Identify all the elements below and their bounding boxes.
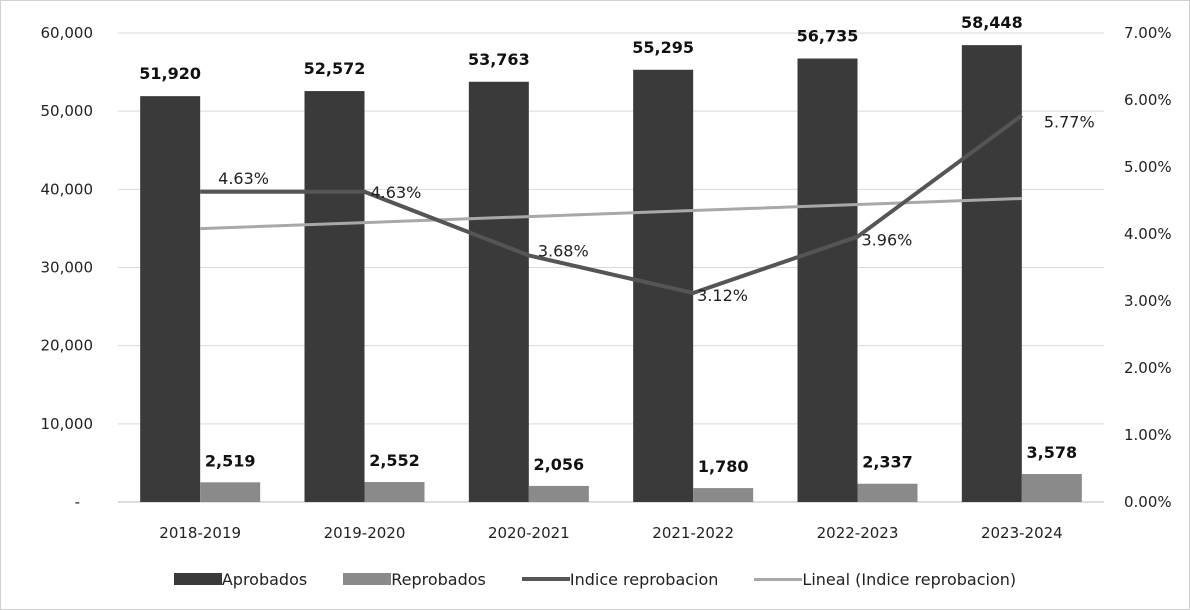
x-tick-label: 2019-2020: [324, 524, 406, 542]
legend-indice-swatch: [521, 577, 570, 581]
label-indice: 3.12%: [697, 286, 748, 305]
y-right-tick-label: 5.00%: [1124, 158, 1172, 176]
bars: [140, 45, 1082, 503]
legend-reprobados: Reprobados: [343, 570, 486, 589]
y-left-tick-label: 10,000: [41, 415, 94, 433]
bar-aprobados: [304, 91, 365, 503]
label-reprobados: 2,337: [862, 453, 913, 472]
y-left-tick-label: 50,000: [41, 102, 94, 120]
y-left-tick-label: 30,000: [41, 259, 94, 277]
y-left-tick-label: 20,000: [41, 337, 94, 355]
label-reprobados: 3,578: [1027, 443, 1078, 462]
legend-indice: Indice reprobacion: [521, 569, 719, 589]
legend-reprobados-label: Reprobados: [391, 569, 486, 589]
chart-svg: - 10,000 20,000 30,000 40,000 50,000 60,000 0.…: [41, 13, 1172, 542]
label-indice: 4.63%: [371, 183, 422, 202]
label-aprobados: 58,448: [961, 13, 1023, 32]
data-labels: 51,920 2,519 52,572 2,552 53,763 2,056 55,295 1…: [139, 13, 1094, 476]
label-reprobados: 2,519: [205, 451, 256, 470]
y-right-tick-label: 3.00%: [1124, 292, 1172, 310]
y-right-tick-label: 2.00%: [1124, 359, 1172, 377]
gridlines: [118, 32, 1104, 503]
x-axis: 2018-2019 2019-2020 2020-2021 2021-2022 2022…: [159, 524, 1062, 542]
bar-aprobados: [140, 96, 201, 503]
label-indice: 3.96%: [862, 231, 913, 250]
legend-lineal-swatch: [754, 577, 803, 581]
legend: Aprobados Reprobados Indice reprobacion …: [0, 566, 1190, 592]
bar-reprobados: [1021, 474, 1082, 502]
legend-lineal: Lineal (Indice reprobacion): [754, 570, 1016, 589]
x-tick-label: 2022-2023: [817, 524, 899, 542]
legend-aprobados-swatch: [173, 573, 222, 585]
label-reprobados: 2,056: [534, 455, 585, 474]
y-right-tick-label: 7.00%: [1124, 24, 1172, 42]
label-reprobados: 1,780: [698, 457, 749, 476]
bar-reprobados: [857, 483, 918, 502]
line-indice-reprobacion: [200, 113, 1024, 295]
label-aprobados: 56,735: [797, 27, 859, 46]
bar-aprobados: [468, 81, 529, 502]
legend-indice-label: Indice reprobacion: [569, 569, 719, 589]
bar-reprobados: [200, 482, 261, 502]
label-aprobados: 51,920: [139, 64, 201, 83]
left-axis: - 10,000 20,000 30,000 40,000 50,000 60,000: [41, 24, 94, 511]
label-aprobados: 55,295: [632, 38, 694, 57]
y-left-tick-label: 40,000: [41, 180, 94, 198]
legend-aprobados: Aprobados: [173, 569, 308, 589]
label-indice: 5.77%: [1044, 112, 1095, 131]
bar-reprobados: [364, 482, 425, 502]
x-tick-label: 2023-2024: [981, 524, 1063, 542]
legend-reprobados-swatch: [343, 573, 392, 585]
y-right-tick-label: 4.00%: [1124, 225, 1172, 243]
bar-reprobados: [693, 488, 754, 502]
legend-aprobados-label: Aprobados: [221, 569, 308, 589]
y-left-tick-label: 60,000: [41, 24, 94, 42]
right-axis: 0.00% 1.00% 2.00% 3.00% 4.00% 5.00% 6.00% 7.00%: [1124, 24, 1172, 511]
label-aprobados: 53,763: [468, 50, 530, 69]
x-tick-label: 2020-2021: [488, 524, 570, 542]
label-aprobados: 52,572: [304, 59, 366, 78]
label-reprobados: 2,552: [369, 451, 420, 470]
legend-lineal-label: Lineal (Indice reprobacion): [802, 569, 1017, 589]
bar-aprobados: [797, 58, 858, 502]
label-indice: 3.68%: [538, 241, 589, 260]
line-lineal-indice: [200, 196, 1022, 231]
bar-aprobados: [961, 45, 1022, 502]
bar-reprobados: [528, 485, 589, 502]
x-tick-label: 2021-2022: [652, 524, 734, 542]
x-tick-label: 2018-2019: [159, 524, 241, 542]
lines: [200, 113, 1024, 295]
label-indice: 4.63%: [218, 169, 269, 188]
y-left-tick-label: -: [75, 493, 80, 511]
y-right-tick-label: 0.00%: [1124, 493, 1172, 511]
y-right-tick-label: 6.00%: [1124, 91, 1172, 109]
y-right-tick-label: 1.00%: [1124, 426, 1172, 444]
